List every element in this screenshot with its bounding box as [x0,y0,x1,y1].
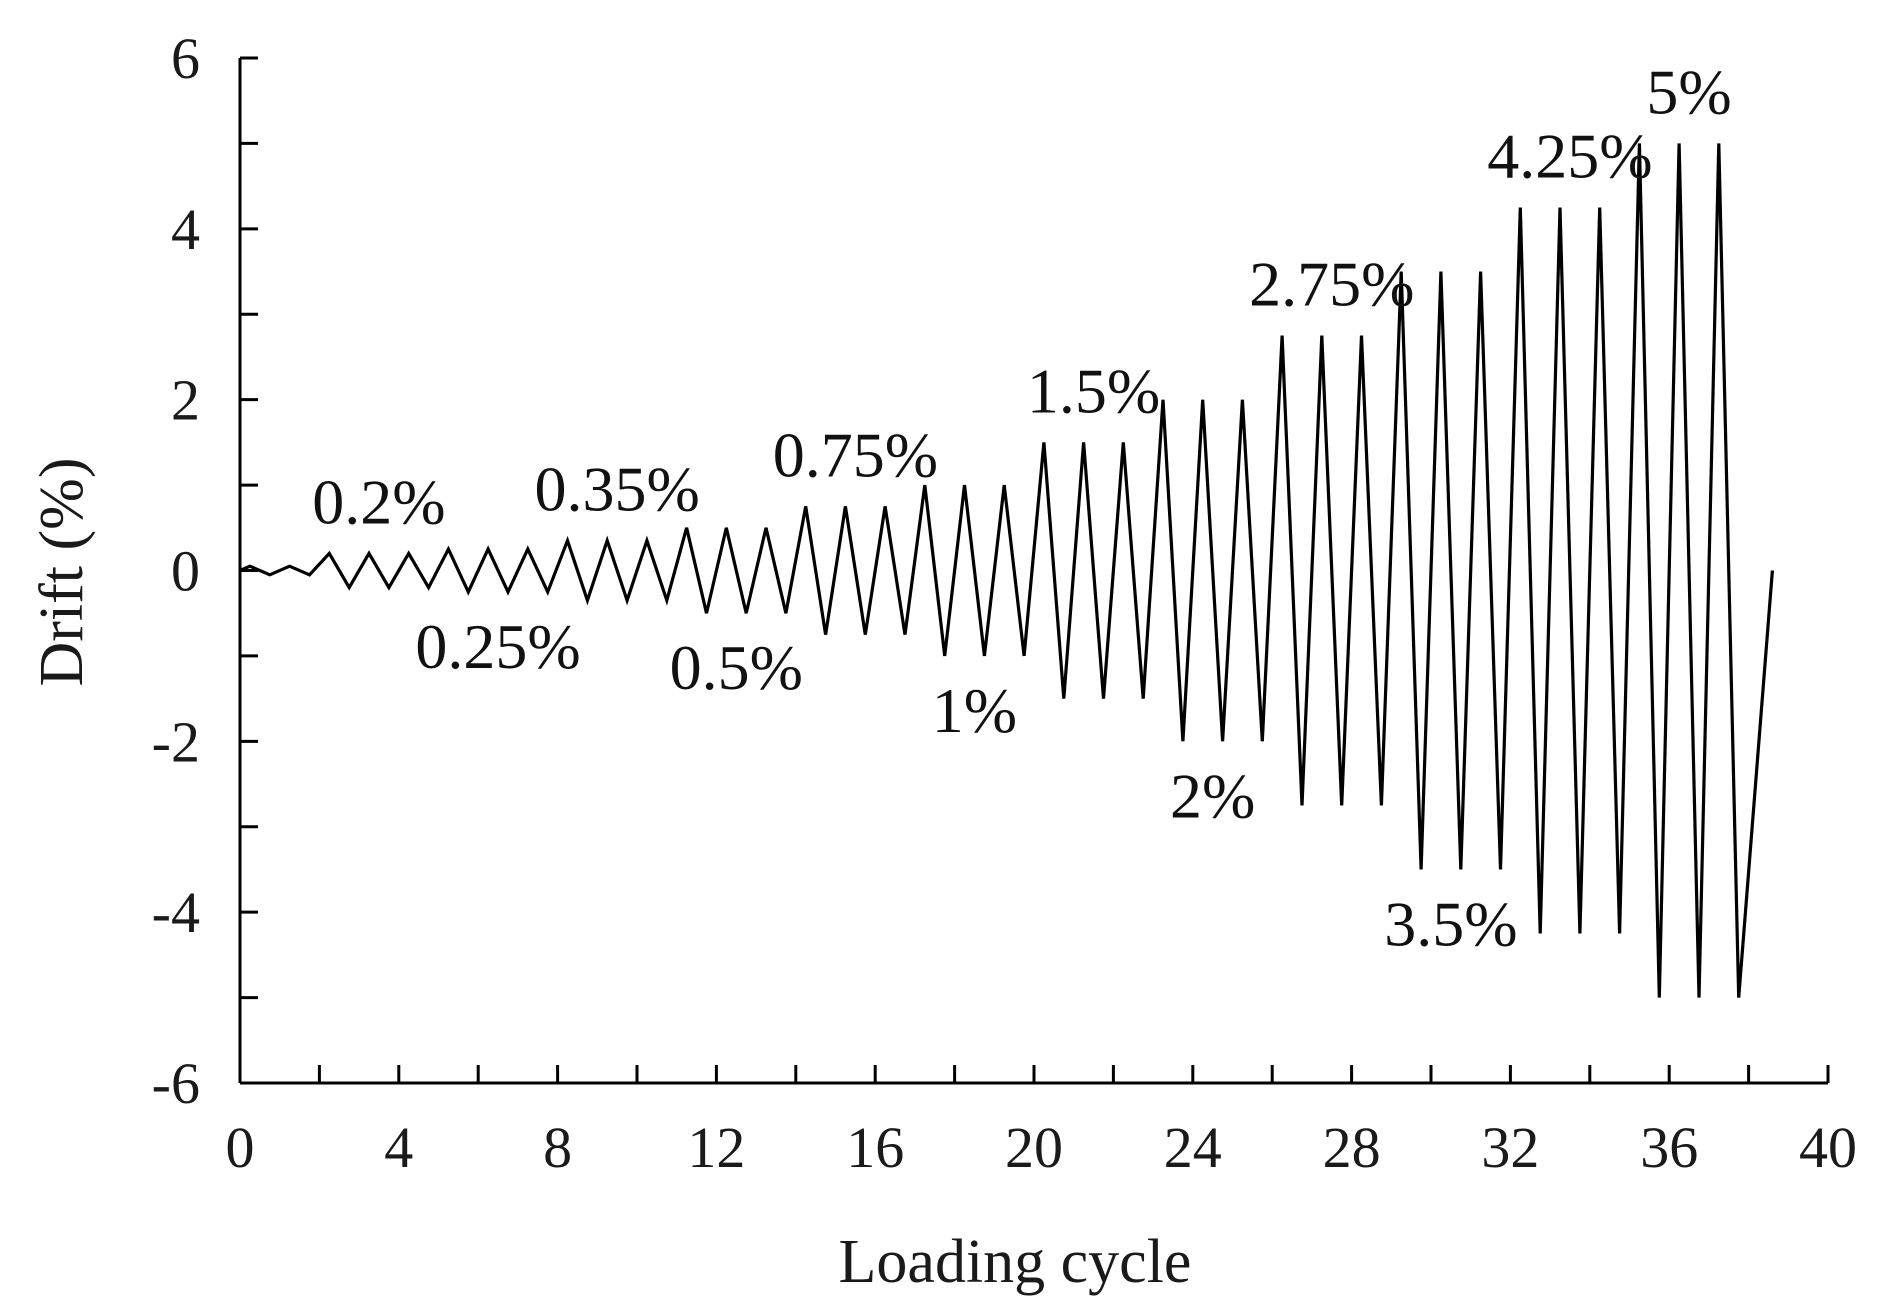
y-axis-title: Drift (%) [28,458,96,687]
amplitude-label: 5% [1646,56,1731,127]
x-tick-label: 20 [1005,1115,1063,1180]
amplitude-label: 2% [1170,760,1255,831]
amplitude-label: 4.25% [1487,120,1652,191]
x-tick-label: 36 [1640,1115,1698,1180]
x-tick-label: 0 [226,1115,255,1180]
amplitude-label: 0.5% [670,632,803,703]
amplitude-label: 0.75% [773,419,938,490]
x-tick-label: 8 [543,1115,572,1180]
tick-marks [238,56,1830,1085]
y-tick-label: 4 [171,197,200,262]
y-tick-label: 0 [171,539,200,604]
x-tick-label: 28 [1323,1115,1381,1180]
x-tick-label: 12 [687,1115,745,1180]
x-tick-label: 16 [846,1115,904,1180]
y-tick-label: -4 [152,880,200,945]
y-tick-label: 6 [171,26,200,91]
x-axis-title: Loading cycle [839,1228,1192,1296]
drift-series-line [239,143,1774,998]
x-tick-label: 4 [384,1115,413,1180]
amplitude-label: 1% [932,675,1017,746]
amplitude-label: 2.75% [1249,249,1414,320]
y-tick-label: -6 [152,1051,200,1116]
amplitude-labels: 0.2% 0.25% 0.35% 0.5% 0.75% 1% 1.5% 2% 2.75% 3.5%… [312,56,1731,959]
amplitude-label: 1.5% [1027,355,1160,426]
x-tick-label: 24 [1164,1115,1222,1180]
amplitude-label: 3.5% [1384,888,1517,959]
amplitude-label: 0.2% [312,466,445,537]
amplitude-label: 0.25% [415,611,580,682]
x-tick-label: 40 [1799,1115,1857,1180]
y-tick-label: 2 [171,368,200,433]
amplitude-label: 0.35% [534,454,699,525]
x-tick-label: 32 [1481,1115,1539,1180]
y-tick-label: -2 [152,709,200,774]
